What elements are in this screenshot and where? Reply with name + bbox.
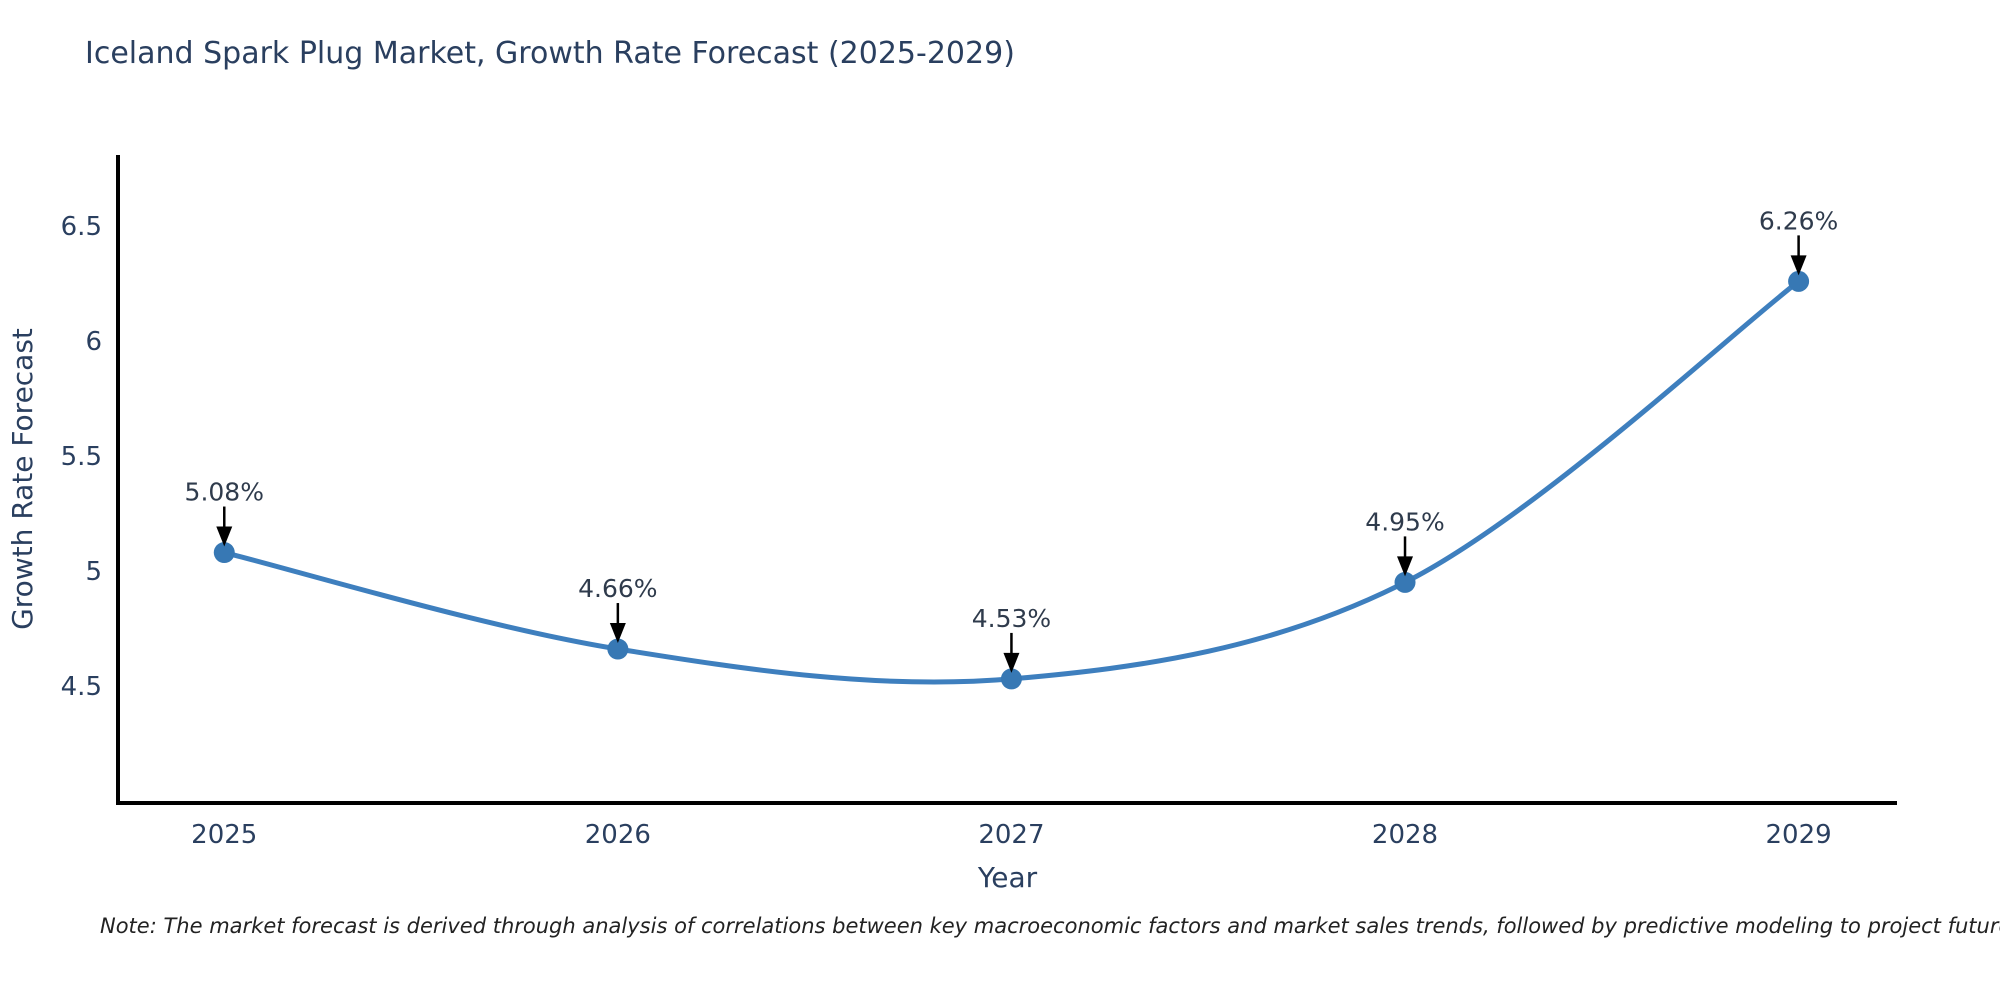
annotation-arrow-head <box>1003 652 1020 673</box>
y-tick-label: 6.5 <box>61 212 102 242</box>
x-tick-label: 2029 <box>1766 820 1832 850</box>
x-tick-label: 2026 <box>585 820 651 850</box>
x-tick-label: 2028 <box>1372 820 1438 850</box>
data-point-marker <box>213 542 235 564</box>
data-point-marker <box>607 638 629 660</box>
annotation-arrow-head <box>1397 556 1414 577</box>
data-point-label: 6.26% <box>1759 206 1838 235</box>
data-point-marker <box>1788 270 1810 292</box>
data-point-marker <box>1000 668 1022 690</box>
y-tick-label: 5 <box>85 557 102 587</box>
annotation-arrow-head <box>609 623 626 644</box>
data-point-label: 4.66% <box>578 574 657 603</box>
y-tick-label: 6 <box>85 327 102 357</box>
y-tick-label: 5.5 <box>61 442 102 472</box>
y-tick-label: 4.5 <box>61 672 102 702</box>
annotation-arrow-head <box>1790 255 1807 276</box>
footnote: Note: The market forecast is derived thr… <box>100 914 2000 938</box>
x-tick-label: 2025 <box>191 820 257 850</box>
chart-title: Iceland Spark Plug Market, Growth Rate F… <box>85 36 1015 71</box>
data-point-marker <box>1394 571 1416 593</box>
data-point-label: 5.08% <box>185 478 264 507</box>
y-axis-title: Growth Rate Forecast <box>6 328 39 630</box>
x-axis-title: Year <box>977 861 1038 894</box>
annotation-arrow-head <box>216 526 233 547</box>
data-point-label: 4.53% <box>972 604 1051 633</box>
data-point-label: 4.95% <box>1365 507 1444 536</box>
x-tick-label: 2027 <box>978 820 1044 850</box>
